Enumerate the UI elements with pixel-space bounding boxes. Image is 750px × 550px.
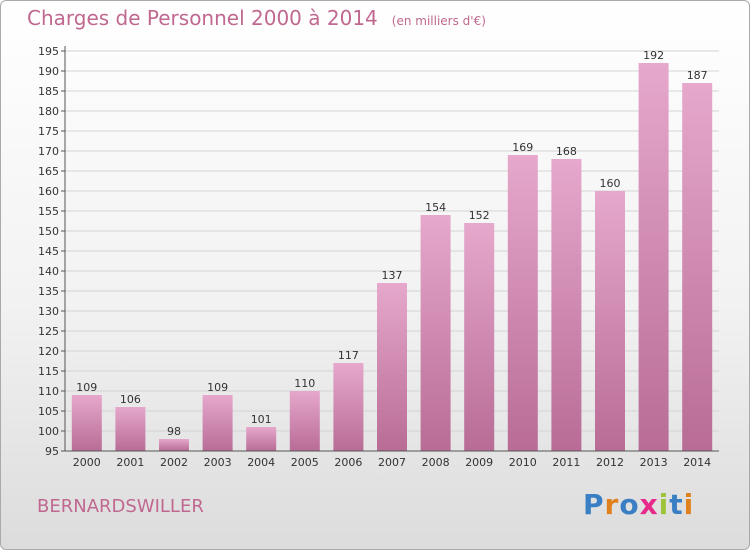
- bar-value-label: 109: [207, 381, 228, 394]
- chart-title: Charges de Personnel 2000 à 2014 (en mill…: [27, 6, 486, 30]
- y-tick-label: 170: [38, 145, 59, 158]
- x-tick-label: 2002: [160, 456, 188, 469]
- y-tick-label: 190: [38, 65, 59, 78]
- y-tick-label: 145: [38, 245, 59, 258]
- y-tick-label: 100: [38, 425, 59, 438]
- y-tick-label: 155: [38, 205, 59, 218]
- y-tick-label: 115: [38, 365, 59, 378]
- bar: [115, 407, 146, 451]
- y-tick-label: 110: [38, 385, 59, 398]
- y-tick-label: 140: [38, 265, 59, 278]
- bars: 109 106 98 109 101 110 117 137 154 152 169 168 160 19…: [71, 49, 713, 451]
- bar: [507, 155, 538, 451]
- bar-value-label: 109: [76, 381, 97, 394]
- logo-letter: t: [669, 488, 684, 521]
- bar: [551, 159, 582, 451]
- x-tick-label: 2003: [204, 456, 232, 469]
- x-tick-label: 2008: [422, 456, 450, 469]
- y-tick-label: 160: [38, 185, 59, 198]
- bar-value-label: 98: [167, 425, 181, 438]
- bar-value-label: 106: [120, 393, 141, 406]
- x-tick-label: 2007: [378, 456, 406, 469]
- x-tick-label: 2010: [509, 456, 537, 469]
- x-tick-label: 2013: [640, 456, 668, 469]
- bar-value-label: 169: [512, 141, 533, 154]
- y-tick-label: 135: [38, 285, 59, 298]
- y-tick-label: 105: [38, 405, 59, 418]
- x-tick-label: 2005: [291, 456, 319, 469]
- bar-value-label: 117: [338, 349, 359, 362]
- chart-subtitle: (en milliers d'€): [391, 14, 486, 28]
- y-tick-label: 120: [38, 345, 59, 358]
- bar: [420, 215, 451, 451]
- bar: [202, 395, 233, 451]
- y-tick-label: 185: [38, 85, 59, 98]
- logo-letter: i: [683, 488, 695, 521]
- bar: [595, 191, 625, 451]
- y-tick-label: 195: [38, 45, 59, 58]
- bar-value-label: 101: [251, 413, 272, 426]
- logo-letter: x: [639, 488, 659, 521]
- x-tick-label: 2004: [247, 456, 275, 469]
- bar: [377, 283, 407, 451]
- x-tick-label: 2011: [552, 456, 580, 469]
- bar-value-label: 152: [469, 209, 490, 222]
- bar: [289, 391, 320, 451]
- y-tick-label: 130: [38, 305, 59, 318]
- bar: [638, 63, 669, 451]
- y-tick-label: 175: [38, 125, 59, 138]
- logo-letter: r: [604, 488, 620, 521]
- x-tick-label: 2009: [465, 456, 493, 469]
- x-tick-label: 2012: [596, 456, 624, 469]
- bar-value-label: 154: [425, 201, 446, 214]
- bar-value-label: 160: [600, 177, 621, 190]
- bar-value-label: 192: [643, 49, 664, 62]
- bar: [333, 363, 364, 451]
- y-tick-label: 165: [38, 165, 59, 178]
- x-tick-label: 2000: [73, 456, 101, 469]
- commune-name: BERNARDSWILLER: [37, 496, 204, 517]
- bar-value-label: 168: [556, 145, 577, 158]
- chart-title-text: Charges de Personnel 2000 à 2014: [27, 6, 378, 30]
- bar-value-label: 187: [687, 69, 708, 82]
- x-tick-label: 2001: [116, 456, 144, 469]
- bar-value-label: 110: [294, 377, 315, 390]
- y-tick-label: 150: [38, 225, 59, 238]
- bar: [464, 223, 495, 451]
- bar-value-label: 137: [382, 269, 403, 282]
- bar: [159, 439, 189, 451]
- proxiti-logo: Proxiti: [583, 488, 694, 521]
- bar: [71, 395, 102, 451]
- axes: 95 100 105 110 115 120 125 130 135 140 145 150 155 16…: [38, 45, 719, 469]
- logo-letter: o: [619, 488, 640, 521]
- bar: [246, 427, 277, 451]
- bar: [682, 83, 713, 451]
- y-tick-label: 180: [38, 105, 59, 118]
- y-tick-label: 95: [45, 445, 59, 458]
- logo-letter: i: [658, 488, 670, 521]
- logo-letter: P: [583, 488, 605, 521]
- y-tick-label: 125: [38, 325, 59, 338]
- x-tick-label: 2014: [683, 456, 711, 469]
- x-tick-label: 2006: [334, 456, 362, 469]
